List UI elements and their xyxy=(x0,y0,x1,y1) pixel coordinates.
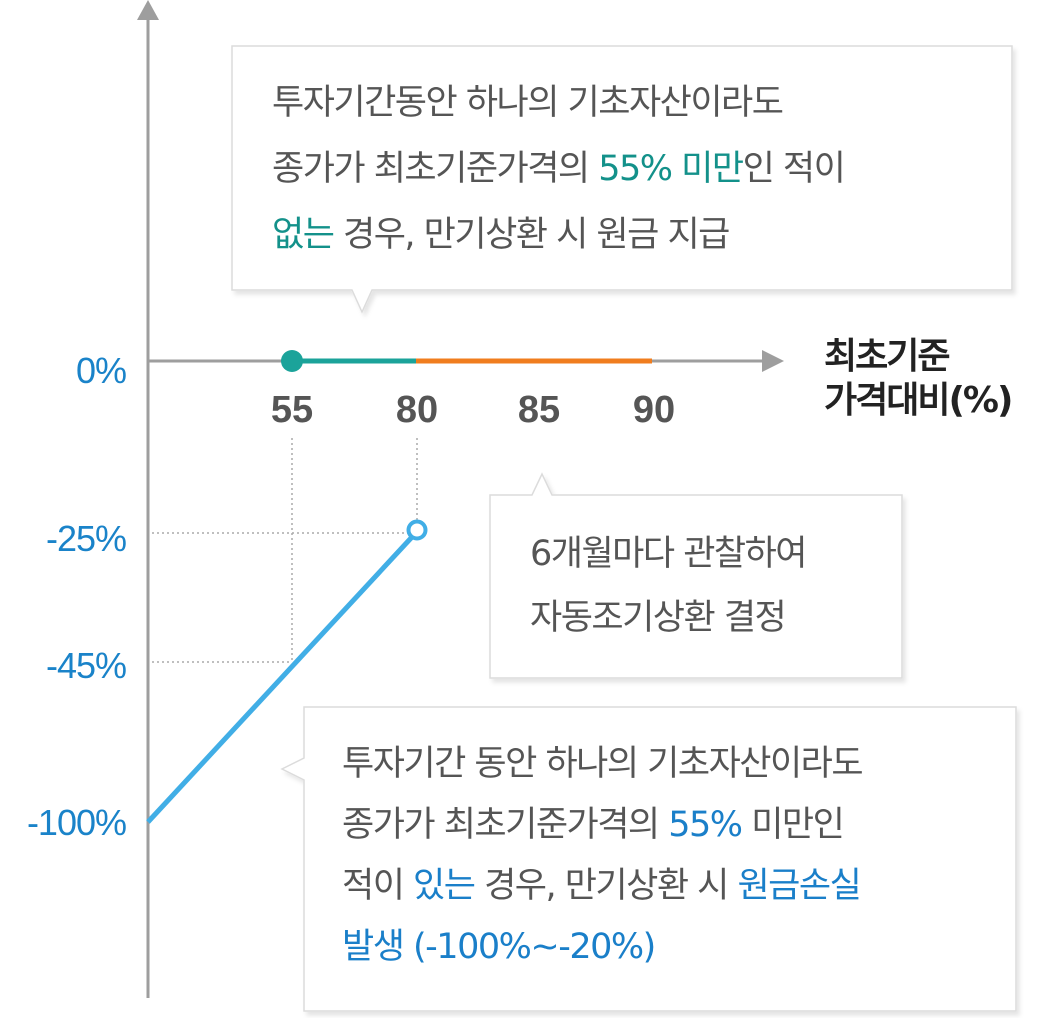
bubble-bottom-highlight-exists: 있는 xyxy=(413,866,476,906)
bubble-bottom-text: 투자기간 동안 하나의 기초자산이라도 종가가 최초기준가격의 55% 미만인 … xyxy=(342,734,864,978)
bubble-bottom-line2-a: 종가가 최초기준가격의 xyxy=(342,805,669,845)
x-tick-90: 90 xyxy=(632,389,676,431)
bubble-top-line2-c: 인 적이 xyxy=(742,149,846,189)
bubble-mid-line1: 6개월마다 관찰하여 xyxy=(530,534,808,574)
x-tick-55: 55 xyxy=(270,389,314,431)
x-tick-80: 80 xyxy=(395,389,439,431)
y-label-minus45: -45% xyxy=(45,645,127,686)
bubble-bottom-highlight-55: 55% xyxy=(668,805,743,845)
x-axis-title-line1: 최초기준 xyxy=(824,336,950,377)
end-point-80-open xyxy=(406,519,428,541)
bubble-bottom-line2: 종가가 최초기준가격의 55% 미만인 xyxy=(342,795,862,856)
x-axis-arrow xyxy=(762,350,784,372)
loss-line xyxy=(146,535,414,824)
bubble-top-text: 투자기간동안 하나의 기초자산이라도 종가가 최초기준가격의 55% 미만인 적… xyxy=(272,70,846,268)
bubble-bottom-line1: 투자기간 동안 하나의 기초자산이라도 xyxy=(342,744,864,784)
bubble-top-line3-b: 경우, 만기상환 시 원금 지급 xyxy=(333,215,730,255)
x-axis-title: 최초기준 가격대비(%) xyxy=(824,335,1013,423)
start-point-55 xyxy=(281,350,303,372)
bubble-top-highlight-55: 55% 미만 xyxy=(598,149,744,189)
x-tick-85: 85 xyxy=(517,389,561,431)
bubble-bottom-line3-c: 경우, 만기상환 시 xyxy=(474,866,738,906)
bubble-mid-shape xyxy=(489,472,903,679)
y-axis-arrow xyxy=(137,0,159,20)
bubble-bottom-shape xyxy=(280,706,1017,1012)
bubble-top-line1: 투자기간동안 하나의 기초자산이라도 xyxy=(272,83,784,123)
bubble-mid-text: 6개월마다 관찰하여 자동조기상환 결정 xyxy=(530,522,808,650)
bubble-bottom-highlight-loss: 원금손실 xyxy=(737,866,861,906)
bubble-top-highlight-none: 없는 xyxy=(272,215,335,255)
bubble-top-line2: 종가가 최초기준가격의 55% 미만인 적이 xyxy=(272,136,846,202)
y-label-0: 0% xyxy=(75,350,127,391)
y-label-minus100: -100% xyxy=(26,802,127,843)
x-axis-title-line2: 가격대비(%) xyxy=(824,380,1013,421)
bubble-top-line2-a: 종가가 최초기준가격의 xyxy=(272,149,599,189)
bubble-bottom-line4: 발생 (-100%~-20%) xyxy=(342,927,656,967)
bubble-bottom-line3-a: 적이 xyxy=(342,866,414,906)
y-label-minus25: -25% xyxy=(45,518,127,559)
bubble-bottom-line2-c: 미만인 xyxy=(741,805,845,845)
bubble-bottom-line3: 적이 있는 경우, 만기상환 시 원금손실 xyxy=(342,856,862,917)
bubble-mid-line2: 자동조기상환 결정 xyxy=(530,598,787,638)
bubble-top-shape xyxy=(231,45,1013,314)
bubble-top-line3: 없는 경우, 만기상환 시 원금 지급 xyxy=(272,202,844,268)
